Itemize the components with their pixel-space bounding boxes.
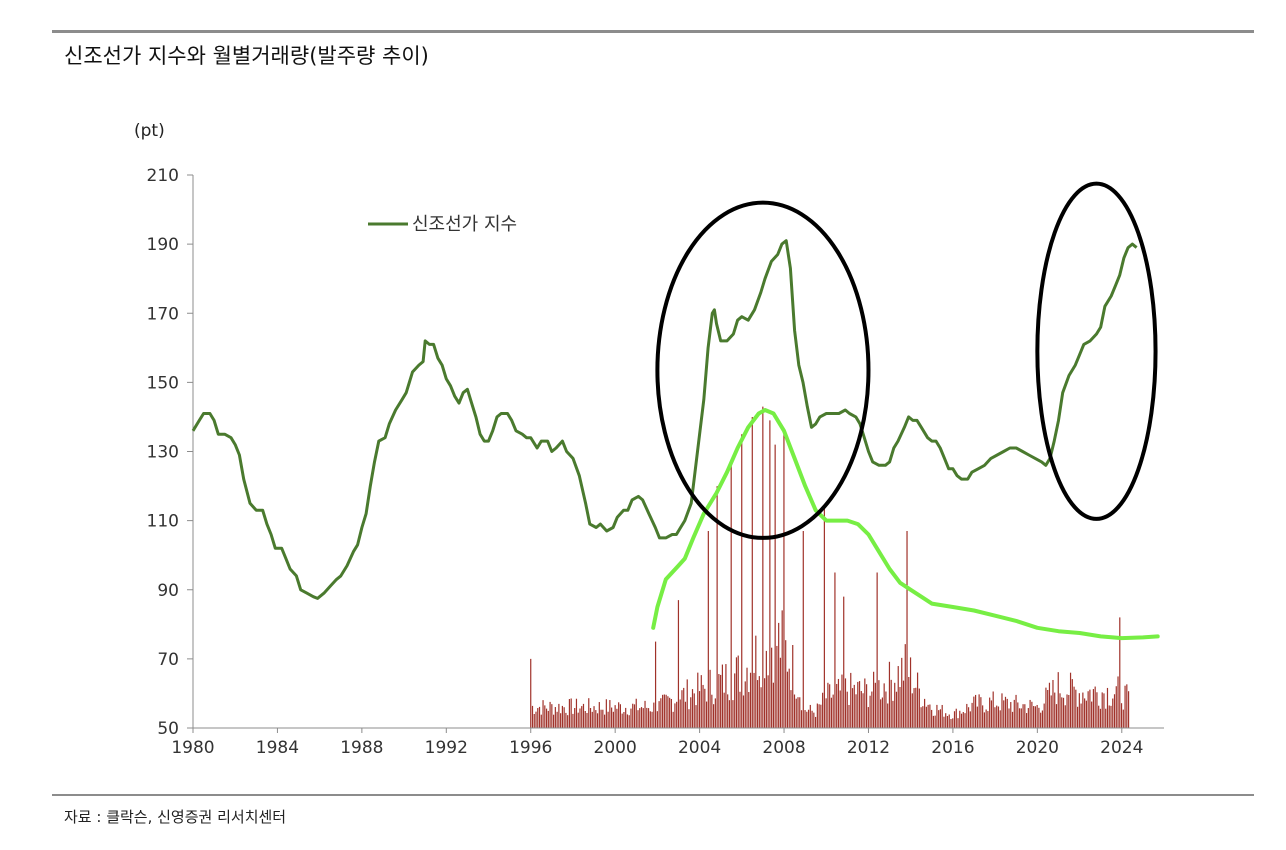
y-tick-label: 50: [157, 719, 179, 739]
highlight-circle: [1035, 181, 1158, 521]
trend-curve-line: [651, 408, 1160, 641]
top-rule: [52, 30, 1254, 33]
x-tick-label: 2008: [762, 738, 805, 758]
x-tick-label: 2004: [678, 738, 721, 758]
highlight-circles: [655, 181, 1158, 540]
x-tick-label: 2016: [931, 738, 974, 758]
y-tick-label: 150: [147, 373, 179, 393]
chart-title: 신조선가 지수와 월별거래량(발주량 추이): [64, 44, 429, 68]
x-tick-label: 1988: [340, 738, 383, 758]
index-series-line: [191, 239, 1138, 600]
x-tick-label: 1992: [425, 738, 468, 758]
y-axis-unit: (pt): [134, 121, 165, 141]
y-tick-label: 210: [147, 166, 179, 186]
y-tick-label: 130: [147, 443, 179, 463]
x-tick-label: 1980: [171, 738, 214, 758]
index-series: [191, 239, 1138, 600]
source-note: 자료 : 클락슨, 신영증권 리서치센터: [64, 808, 287, 826]
y-tick-label: 70: [157, 650, 179, 670]
y-tick-label: 190: [147, 235, 179, 255]
y-tick-label: 110: [147, 512, 179, 532]
bottom-rule: [52, 794, 1254, 796]
trend-curve: [651, 408, 1160, 641]
x-tick-label: 2024: [1100, 738, 1143, 758]
y-tick-label: 90: [157, 581, 179, 601]
x-tick-label: 2012: [847, 738, 890, 758]
volume-bars: [530, 406, 1130, 728]
legend-entry: 신조선가 지수: [412, 214, 517, 235]
highlight-circle: [655, 200, 871, 540]
x-tick-label: 2020: [1016, 738, 1059, 758]
x-tick-label: 1984: [256, 738, 299, 758]
y-tick-label: 170: [147, 304, 179, 324]
legend: 신조선가 지수: [368, 214, 517, 235]
x-tick-label: 1996: [509, 738, 552, 758]
x-tick-label: 2000: [594, 738, 637, 758]
